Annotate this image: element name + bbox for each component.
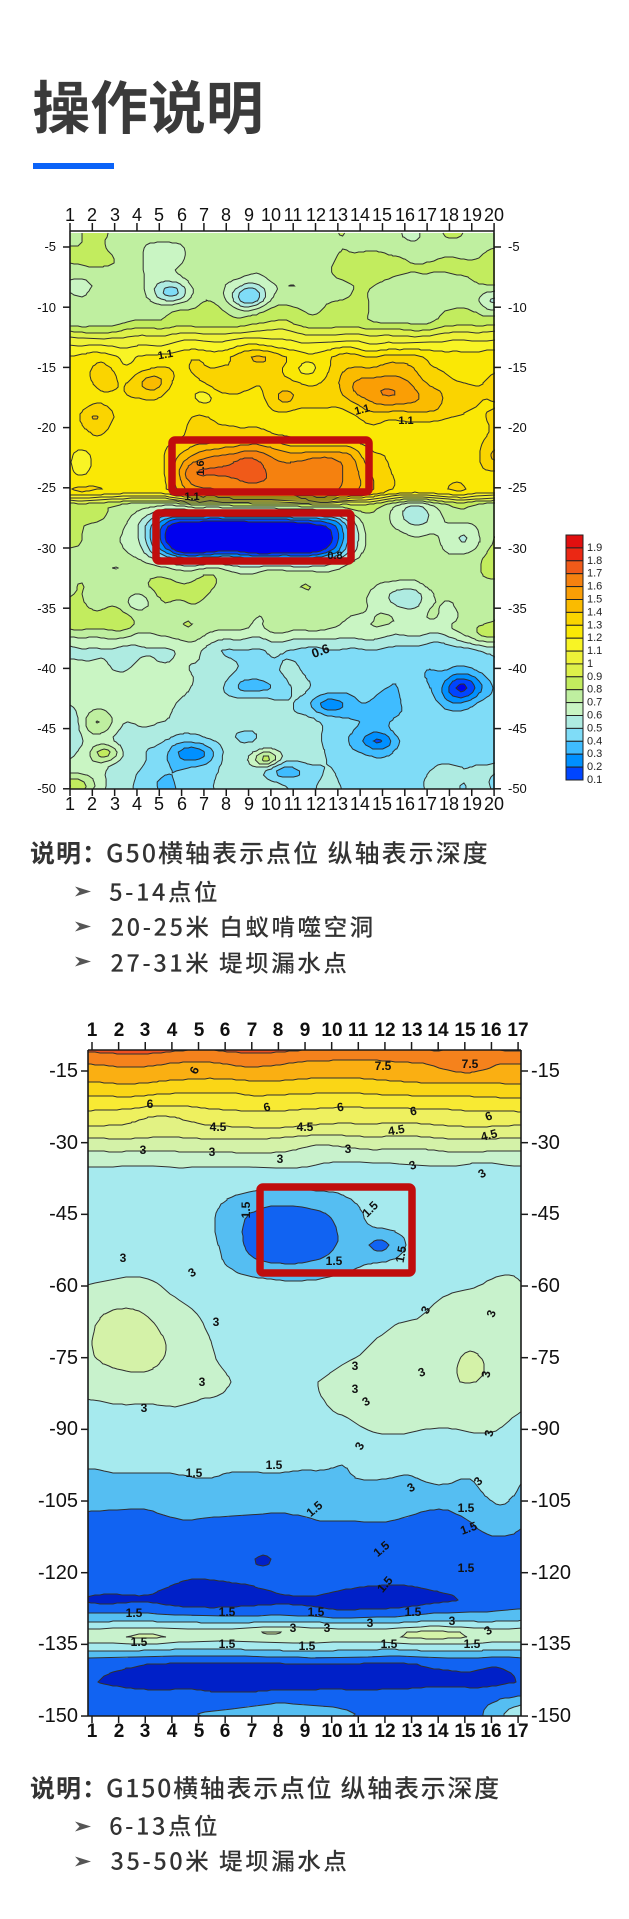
svg-text:1.9: 1.9 [587,542,602,554]
svg-text:3: 3 [120,1251,127,1265]
svg-text:1.6: 1.6 [587,581,602,593]
svg-text:1.7: 1.7 [587,568,602,580]
svg-text:1.5: 1.5 [393,1245,410,1264]
svg-text:3: 3 [484,1308,500,1319]
svg-text:3: 3 [352,1439,368,1452]
svg-text:1.5: 1.5 [126,1606,143,1620]
svg-text:3: 3 [482,1623,495,1639]
svg-text:1.5: 1.5 [458,1519,479,1538]
svg-text:3: 3 [449,1614,456,1628]
svg-text:1.5: 1.5 [464,1637,481,1651]
svg-text:3: 3 [140,1143,147,1157]
svg-text:0.2: 0.2 [587,761,602,773]
svg-text:3: 3 [416,1364,427,1380]
svg-text:3: 3 [209,1145,216,1159]
svg-text:1.5: 1.5 [304,1498,326,1520]
svg-text:1.3: 1.3 [587,619,602,631]
svg-text:1.8: 1.8 [587,555,602,567]
svg-text:3: 3 [345,1142,352,1156]
svg-text:1.5: 1.5 [219,1637,236,1651]
svg-text:3: 3 [186,1265,199,1281]
svg-text:7.5: 7.5 [375,1059,392,1073]
svg-text:0.1: 0.1 [587,774,602,786]
svg-text:3: 3 [367,1616,374,1630]
svg-text:3: 3 [479,1369,494,1378]
svg-text:1.1: 1.1 [398,415,413,427]
svg-text:4.5: 4.5 [210,1120,227,1134]
svg-text:1.6: 1.6 [195,460,207,475]
svg-text:0.7: 0.7 [587,697,602,709]
svg-text:1.1: 1.1 [587,645,602,657]
svg-text:1.5: 1.5 [458,1561,475,1575]
svg-text:0.4: 0.4 [587,735,602,747]
svg-text:4.5: 4.5 [387,1122,406,1139]
svg-text:3: 3 [199,1375,206,1389]
svg-text:3: 3 [482,1428,497,1437]
svg-text:3: 3 [407,1157,418,1173]
svg-text:1.5: 1.5 [405,1605,422,1619]
svg-text:1.5: 1.5 [371,1538,393,1560]
svg-text:1.5: 1.5 [587,594,602,606]
svg-text:1.5: 1.5 [359,1198,381,1220]
svg-text:6: 6 [187,1064,203,1076]
svg-text:4.5: 4.5 [479,1126,499,1144]
svg-text:1.5: 1.5 [458,1501,475,1515]
svg-text:3: 3 [277,1152,284,1166]
svg-text:6: 6 [409,1104,418,1119]
svg-text:3: 3 [324,1621,331,1635]
svg-text:1.5: 1.5 [239,1201,253,1218]
svg-text:1.5: 1.5 [374,1573,396,1595]
svg-text:0.8: 0.8 [327,550,342,562]
svg-text:6: 6 [336,1100,345,1115]
svg-text:3: 3 [471,1474,486,1489]
svg-text:1.5: 1.5 [186,1466,203,1480]
svg-text:6: 6 [262,1099,272,1114]
svg-text:0.8: 0.8 [587,684,602,696]
svg-text:1.1: 1.1 [353,402,371,418]
svg-text:3: 3 [352,1359,359,1373]
svg-text:4.5: 4.5 [297,1120,314,1134]
svg-text:1.1: 1.1 [157,348,174,362]
svg-text:1.5: 1.5 [299,1639,316,1653]
svg-text:3: 3 [418,1303,434,1316]
svg-text:1: 1 [587,658,593,670]
svg-text:1.5: 1.5 [381,1637,398,1651]
svg-text:1.2: 1.2 [587,632,602,644]
svg-text:3: 3 [141,1401,148,1415]
svg-text:0.5: 0.5 [587,722,602,734]
svg-text:3: 3 [352,1382,359,1396]
svg-text:0.6: 0.6 [587,710,602,722]
svg-text:3: 3 [290,1621,297,1635]
svg-text:1.5: 1.5 [308,1605,325,1619]
svg-text:1.5: 1.5 [219,1605,236,1619]
svg-text:1.5: 1.5 [266,1458,283,1472]
svg-text:3: 3 [360,1394,373,1410]
svg-text:1.1: 1.1 [184,491,199,503]
svg-text:0.3: 0.3 [587,748,602,760]
svg-text:1.4: 1.4 [587,606,602,618]
svg-text:6: 6 [147,1097,154,1111]
svg-text:0.9: 0.9 [587,671,602,683]
svg-text:7.5: 7.5 [462,1057,479,1071]
svg-text:0.6: 0.6 [309,641,331,661]
svg-text:3: 3 [405,1480,418,1496]
svg-text:1.5: 1.5 [131,1635,148,1649]
svg-text:3: 3 [213,1315,220,1329]
svg-text:1.5: 1.5 [326,1254,343,1268]
svg-text:3: 3 [476,1166,489,1182]
svg-text:6: 6 [483,1108,494,1124]
